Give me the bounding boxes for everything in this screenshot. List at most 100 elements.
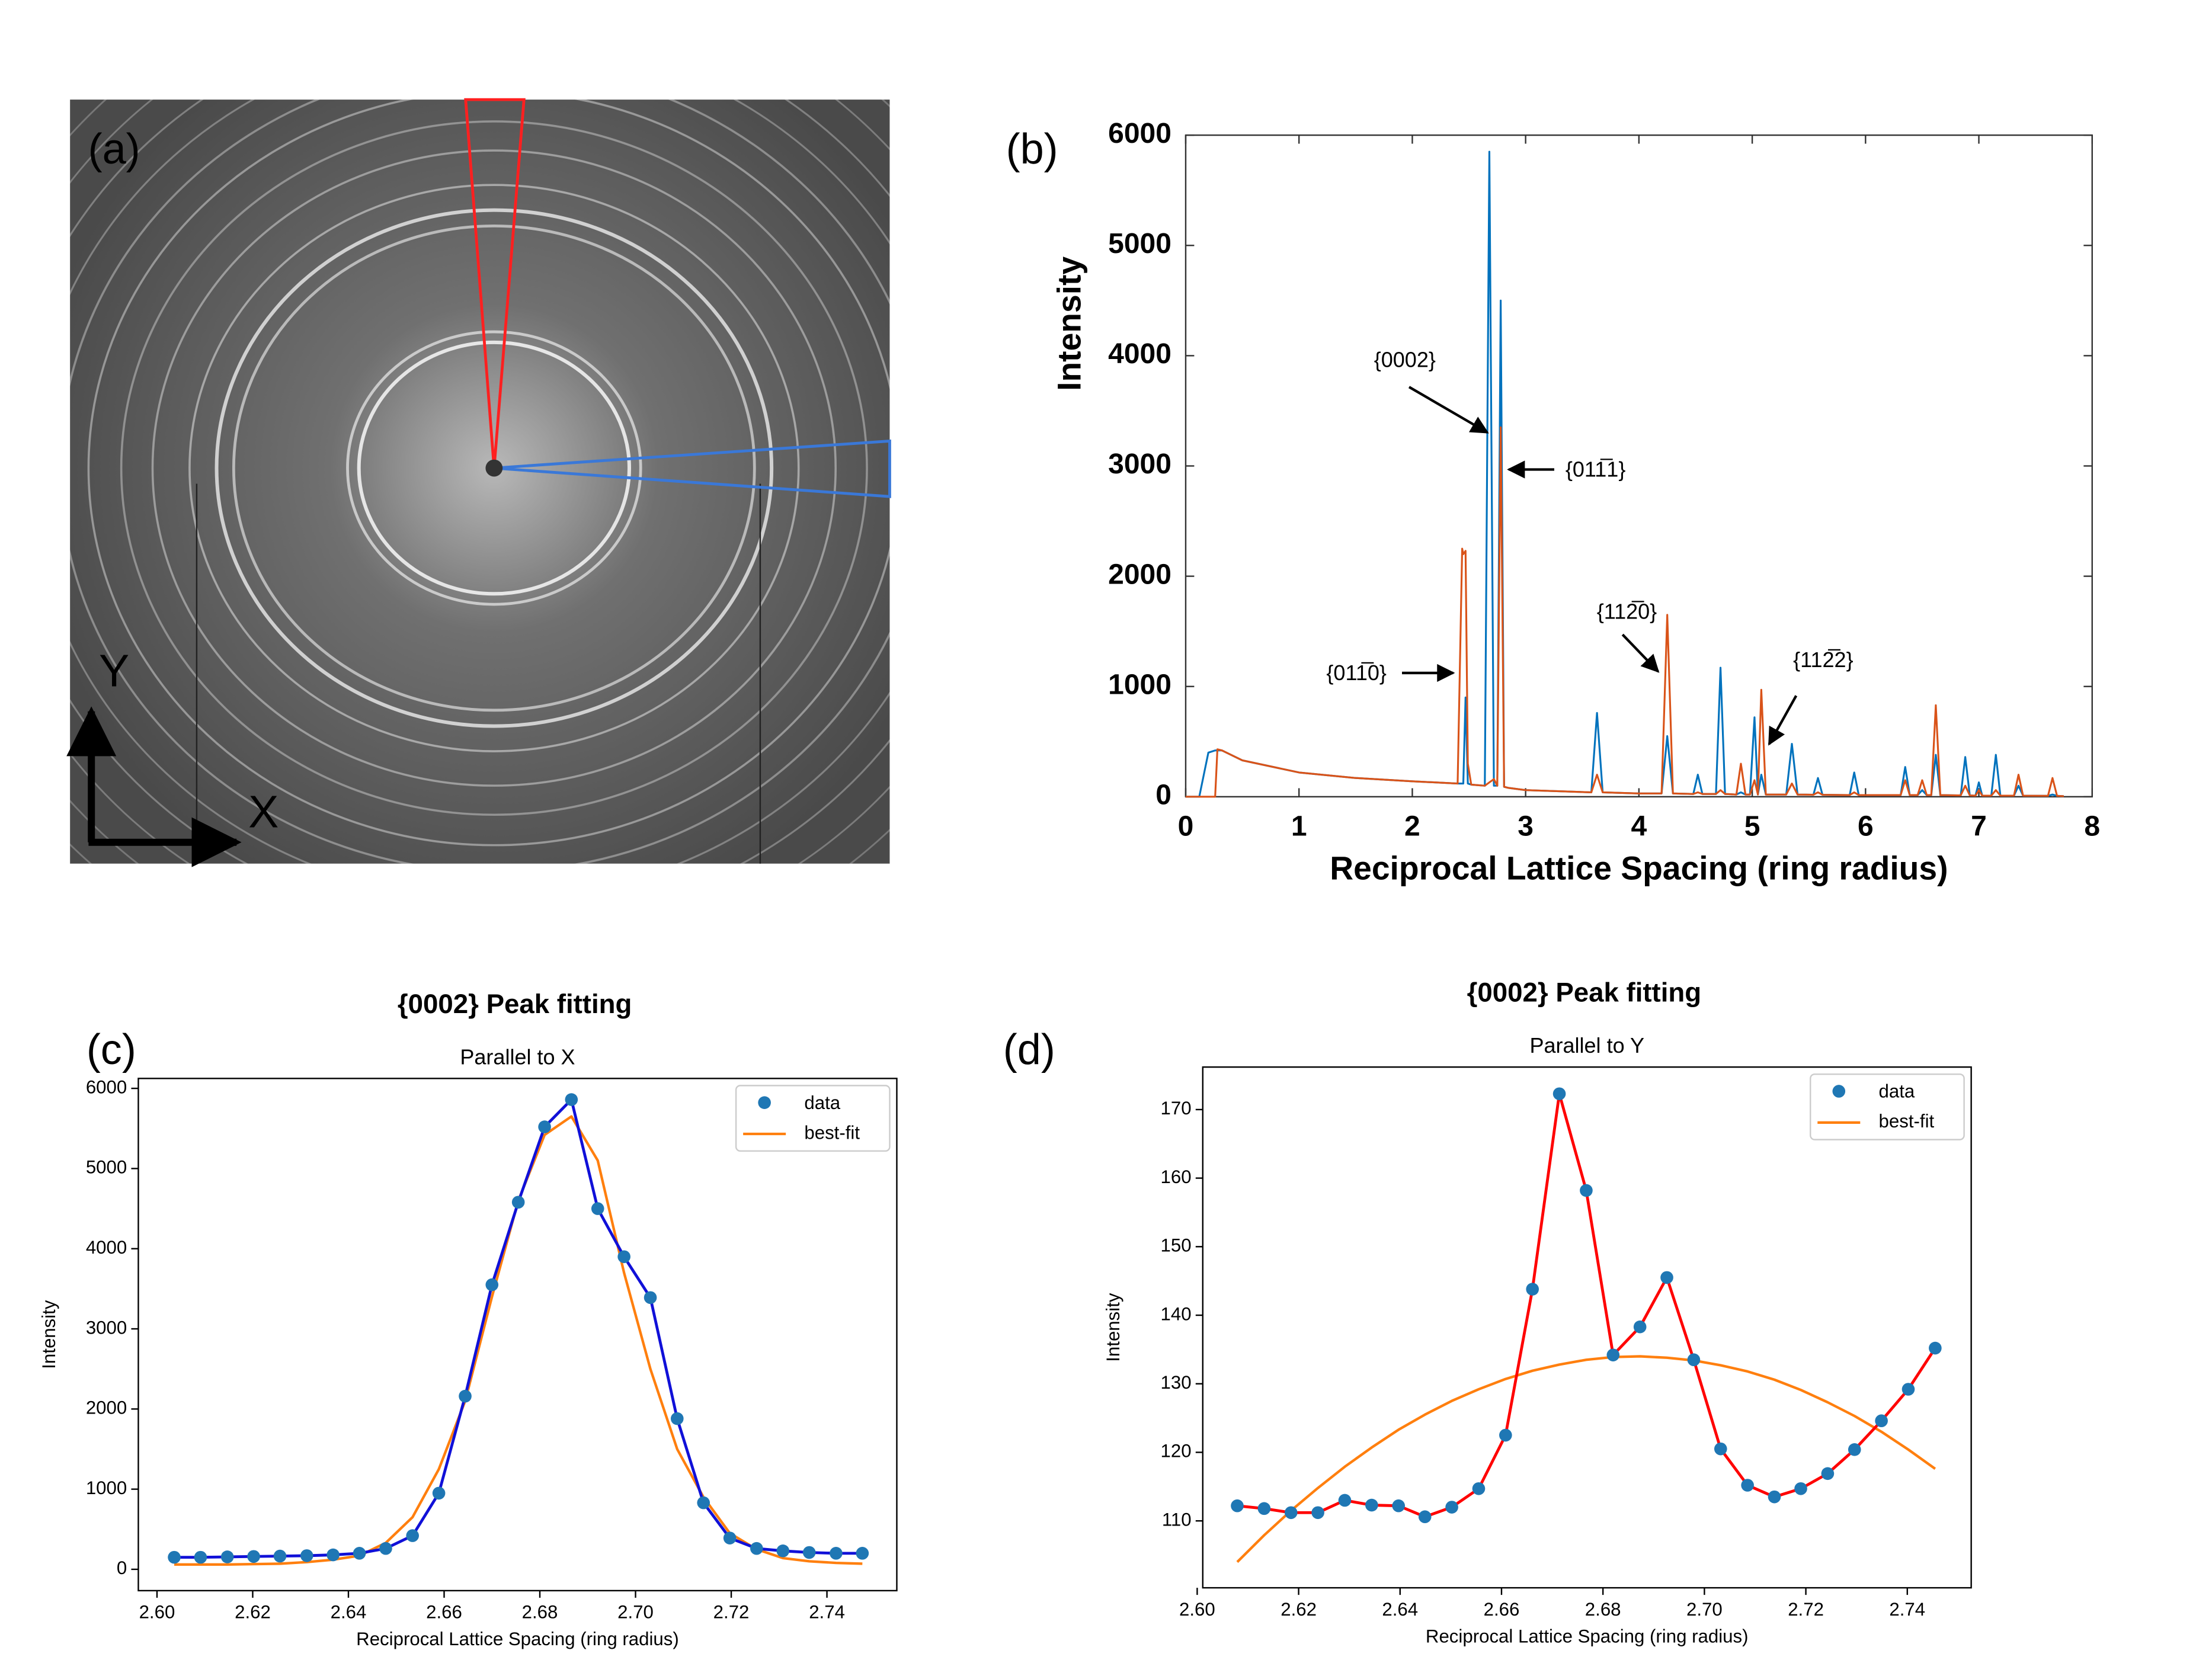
y-tick-label: 2000: [1108, 559, 1171, 590]
chart-title: {0002} Peak fitting: [1467, 978, 1701, 1008]
data-point: [1445, 1501, 1458, 1514]
red-wedge: [464, 98, 526, 469]
y-tick-label: 5000: [86, 1157, 127, 1178]
x-tick-label: 2.72: [1788, 1599, 1824, 1620]
ring: [151, 149, 837, 787]
y-tick-label: 150: [1161, 1235, 1192, 1256]
panel-label: (b): [1006, 126, 1058, 173]
ring: [215, 208, 774, 728]
legend-marker: [1832, 1085, 1846, 1098]
axis-label-y: Y: [99, 646, 129, 697]
x-tick-label: 2.74: [809, 1602, 845, 1623]
chart-subtitle: Parallel to Y: [1529, 1033, 1644, 1057]
x-tick-label: 2.66: [1484, 1599, 1520, 1620]
axis-label-x: X: [248, 786, 278, 837]
data-point: [406, 1529, 420, 1542]
data-point: [1472, 1482, 1486, 1495]
data-point: [1633, 1320, 1647, 1334]
y-tick-label: 6000: [86, 1076, 127, 1097]
y-tick-label: 0: [117, 1558, 127, 1578]
ring: [120, 120, 868, 816]
panel-label: (a): [88, 126, 140, 173]
y-axis-label: Intensity: [39, 1300, 59, 1369]
diffraction-image: (a) X Y: [66, 98, 891, 867]
data-point: [1580, 1184, 1593, 1197]
annotation: {112̅2}: [1793, 648, 1854, 672]
y-tick-label: 6000: [1108, 118, 1171, 149]
y-tick-label: 110: [1162, 1509, 1192, 1530]
data-point: [1660, 1271, 1673, 1284]
x-tick-label: 2.64: [331, 1602, 367, 1623]
annotation-arrow: [1621, 633, 1660, 673]
legend-label: data: [1879, 1081, 1915, 1102]
data-point: [300, 1549, 313, 1562]
x-tick-label: 1: [1291, 810, 1307, 842]
x-tick-label: 4: [1631, 810, 1647, 842]
y-tick-label: 140: [1161, 1303, 1192, 1324]
x-axis-label: Reciprocal Lattice Spacing (ring radius): [1426, 1626, 1749, 1646]
data-point: [1606, 1348, 1620, 1361]
data-point: [617, 1250, 630, 1264]
data-point: [379, 1542, 392, 1555]
data-point: [1338, 1494, 1352, 1507]
x-tick-label: 8: [2084, 810, 2100, 842]
y-tick-label: 3000: [1108, 448, 1171, 480]
fit-line: [174, 1115, 863, 1566]
data-point: [1418, 1510, 1432, 1524]
ring: [188, 184, 800, 752]
x-tick-label: 2: [1404, 810, 1420, 842]
panel-label: (c): [87, 1026, 136, 1073]
data-point: [194, 1550, 207, 1564]
x-tick-label: 2.64: [1382, 1599, 1418, 1620]
plot-frame: [1185, 134, 2093, 798]
data-point: [591, 1202, 604, 1215]
x-tick-label: 0: [1178, 810, 1194, 842]
data-point: [1687, 1353, 1701, 1367]
y-tick-label: 4000: [1108, 338, 1171, 370]
data-point: [697, 1496, 710, 1510]
plot-frame: [1202, 1066, 1972, 1589]
data-point: [1875, 1414, 1888, 1428]
legend-label: best-fit: [804, 1122, 860, 1143]
data-point: [247, 1550, 260, 1563]
data-point: [432, 1486, 446, 1500]
x-axis-label: Reciprocal Lattice Spacing (ring radius): [356, 1629, 679, 1649]
data-point: [1848, 1443, 1861, 1456]
data-point: [1311, 1506, 1324, 1520]
rings: [70, 100, 890, 864]
x-tick-label: 2.60: [1179, 1599, 1215, 1620]
annotation-arrow: [1408, 386, 1489, 434]
y-tick-label: 1000: [86, 1478, 127, 1498]
data-point: [326, 1548, 340, 1562]
y-axis-label: Intensity: [1103, 1293, 1123, 1362]
y-tick-label: 130: [1161, 1372, 1192, 1393]
data-point: [750, 1542, 763, 1555]
data-point: [723, 1531, 737, 1544]
data-point: [644, 1291, 657, 1305]
legend-label: data: [804, 1092, 840, 1113]
data-point: [485, 1278, 499, 1292]
x-tick-label: 2.62: [1281, 1599, 1317, 1620]
data-point: [1929, 1341, 1942, 1355]
y-tick-label: 3000: [86, 1317, 127, 1338]
data-point: [802, 1546, 816, 1559]
x-tick-label: 3: [1518, 810, 1534, 842]
data-point: [273, 1549, 287, 1563]
ring: [357, 340, 631, 596]
x-tick-label: 2.66: [426, 1602, 462, 1623]
data-line: [1237, 1092, 1936, 1518]
data-point: [220, 1550, 234, 1563]
data-point: [1499, 1428, 1512, 1442]
y-tick-label: 5000: [1108, 228, 1171, 259]
data-point: [1257, 1502, 1271, 1515]
y-tick-label: 170: [1161, 1098, 1192, 1119]
x-tick-label: 2.74: [1889, 1599, 1925, 1620]
beam-stop: [485, 459, 503, 477]
x-tick-label: 2.70: [1686, 1599, 1723, 1620]
data-point: [459, 1389, 472, 1403]
data-point: [1741, 1479, 1754, 1492]
y-tick-label: 2000: [86, 1398, 127, 1418]
x-tick-label: 2.68: [522, 1602, 558, 1623]
y-tick-label: 160: [1161, 1167, 1192, 1187]
data-point: [856, 1547, 869, 1560]
